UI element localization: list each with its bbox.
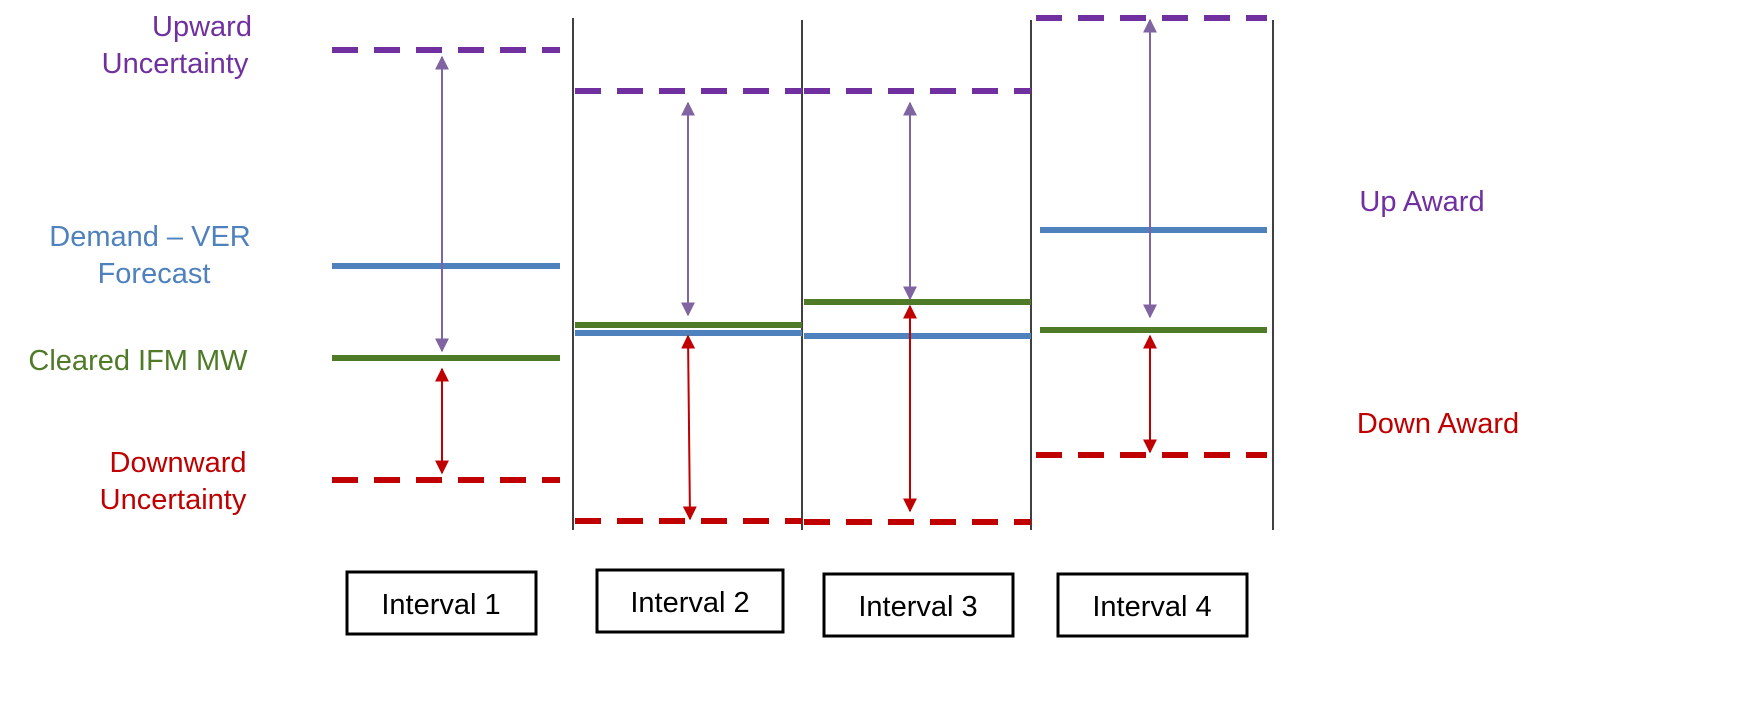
downward-uncertainty-label-line1: Downward (110, 447, 247, 479)
downward-uncertainty-label-line2: Uncertainty (100, 484, 247, 516)
upward-uncertainty-label-line2: Uncertainty (102, 48, 249, 80)
demand-forecast-label-line1: Demand – VER (49, 221, 251, 253)
interval-3-label: Interval 3 (858, 591, 977, 623)
upward-uncertainty-label-line1: Upward (152, 11, 252, 43)
interval-2-down-award-arrow (681, 334, 697, 521)
interval-3-box: Interval 3 (822, 572, 1015, 638)
down-award-label: Down Award (1357, 408, 1519, 440)
interval-4-box: Interval 4 (1056, 572, 1249, 638)
up-award-label: Up Award (1359, 186, 1484, 218)
demand-forecast-label-line2: Forecast (98, 258, 211, 290)
interval-1-label: Interval 1 (381, 589, 500, 621)
cleared-ifm-label: Cleared IFM MW (28, 345, 248, 377)
interval-4-label: Interval 4 (1092, 591, 1211, 623)
interval-1-box: Interval 1 (345, 570, 538, 636)
interval-2-box: Interval 2 (595, 568, 785, 634)
interval-2-label: Interval 2 (630, 587, 749, 619)
